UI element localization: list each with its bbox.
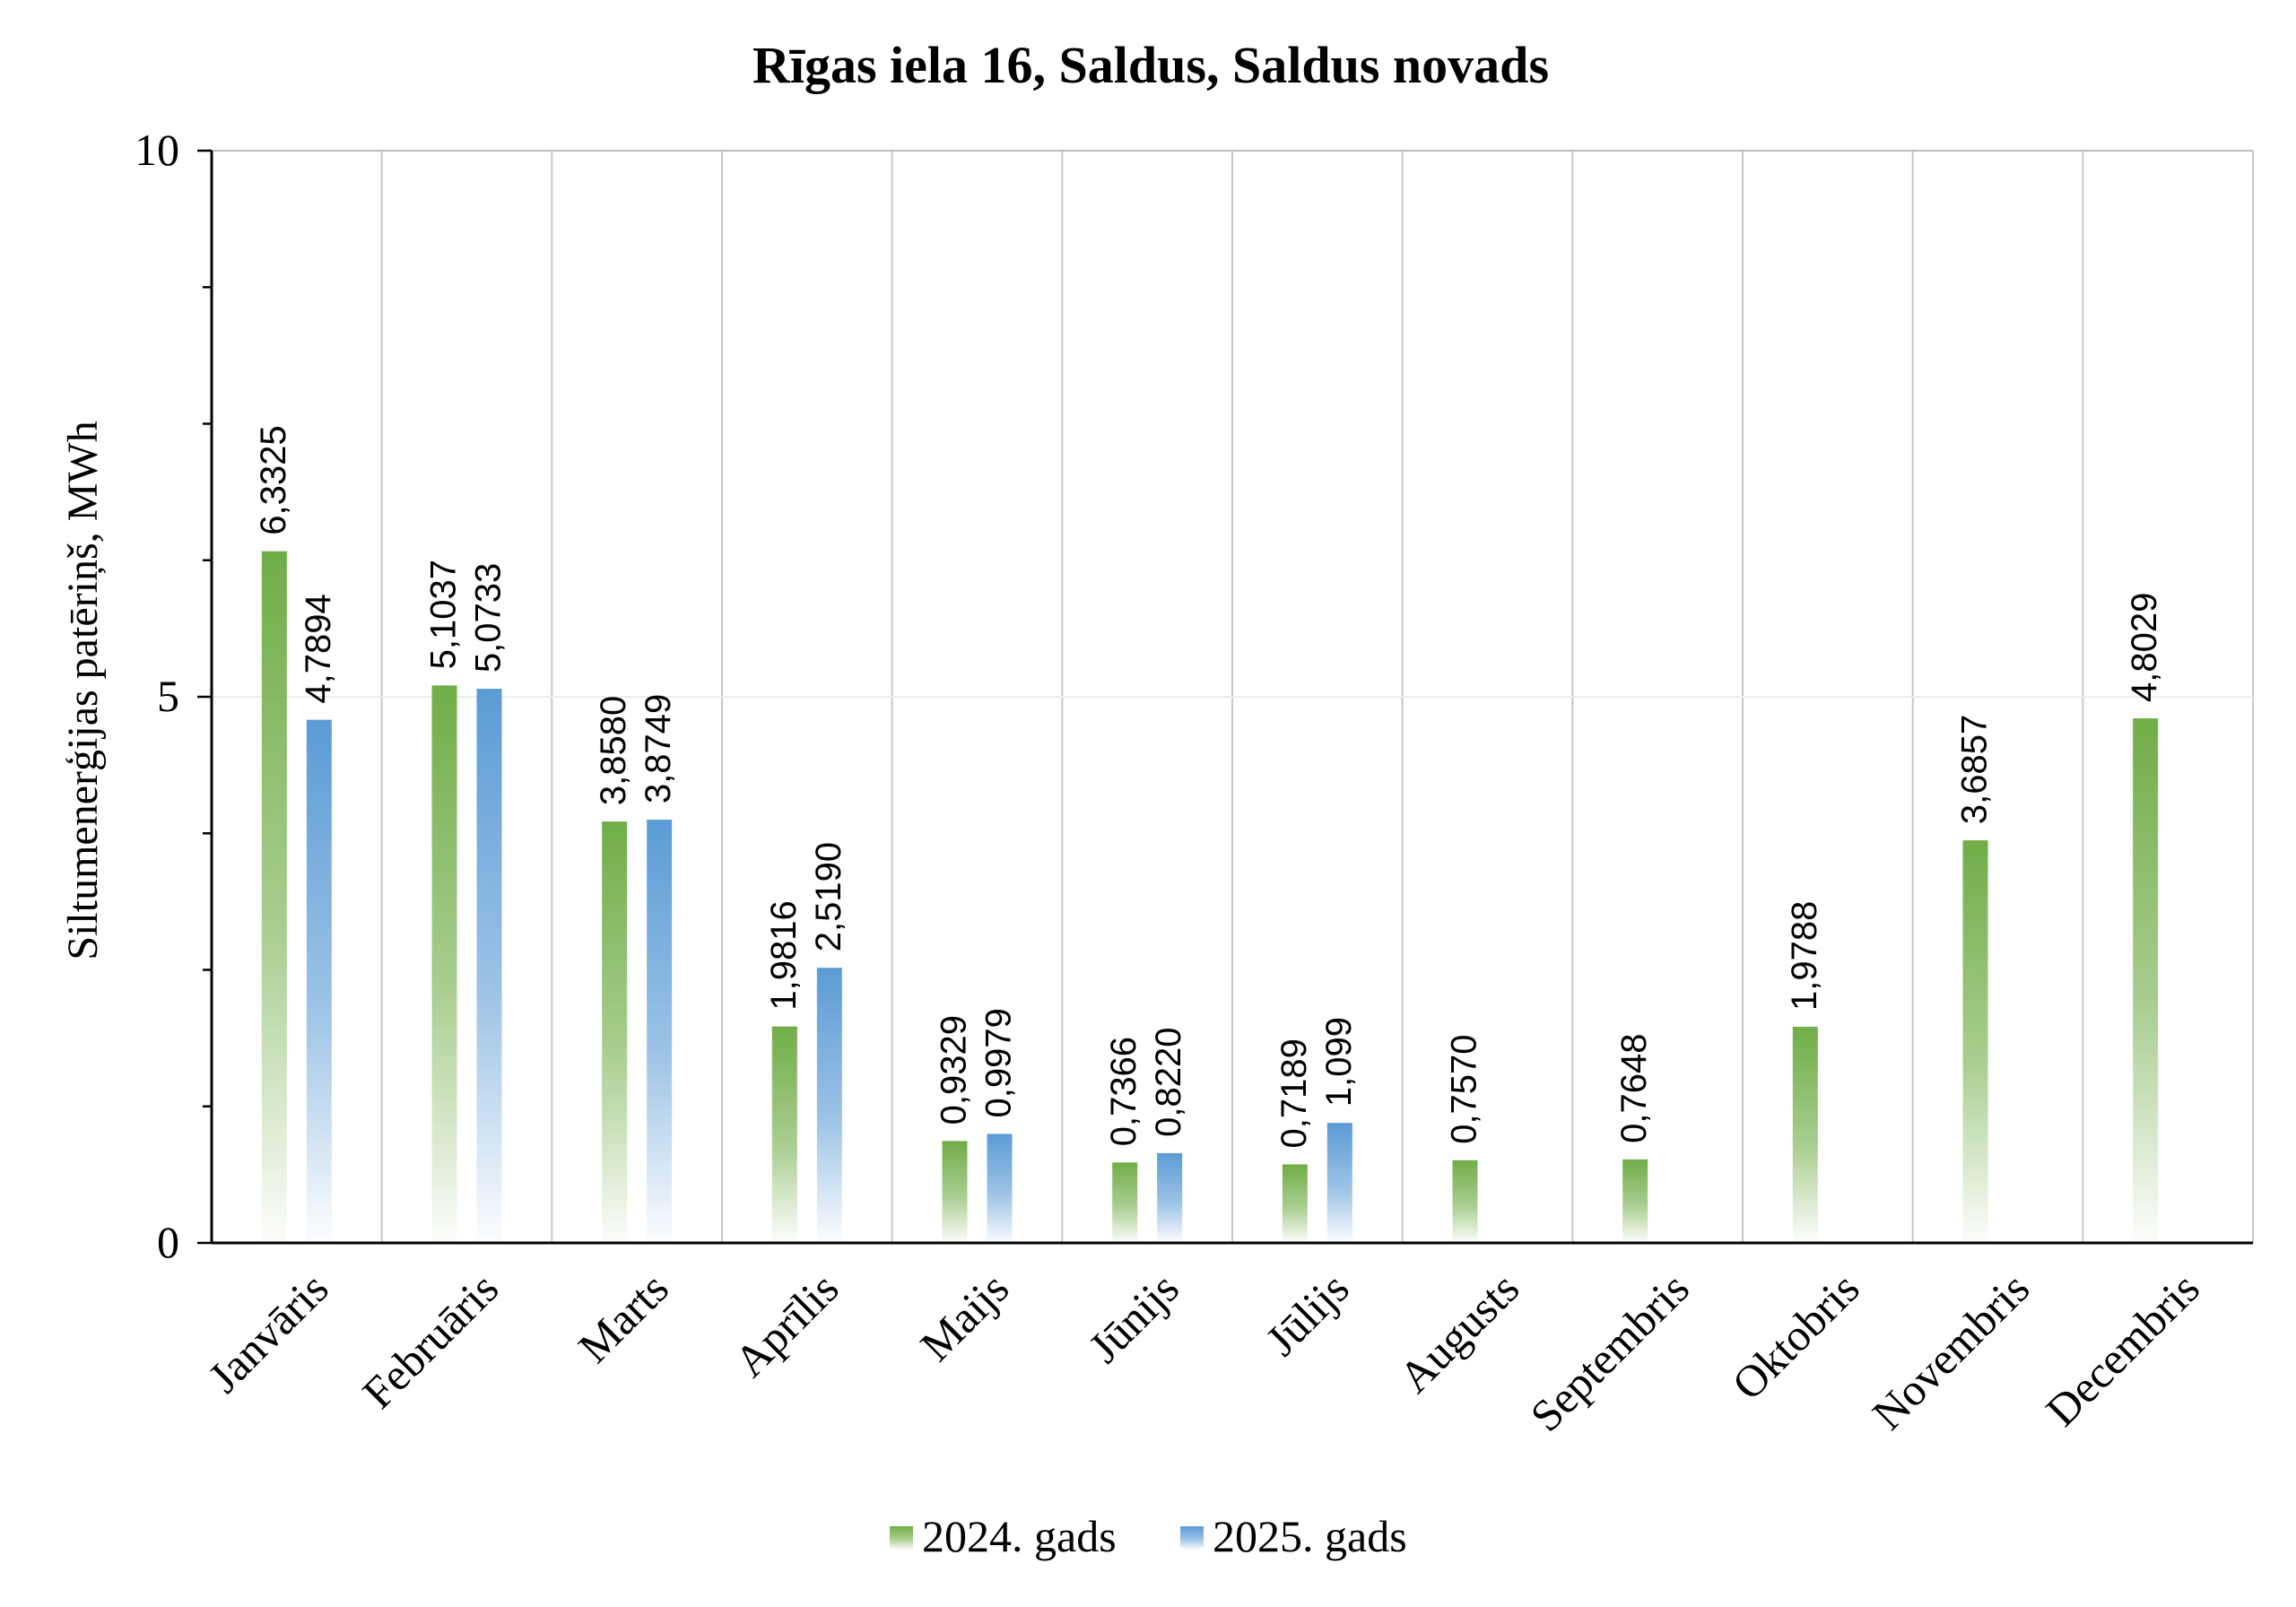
x-tick-label: Februāris <box>352 1263 508 1418</box>
bar <box>771 1026 797 1243</box>
bar <box>987 1134 1013 1243</box>
x-tick-label: Jūlijs <box>1256 1263 1358 1365</box>
x-tick-label: Novembris <box>1863 1263 2039 1439</box>
bar <box>942 1141 968 1243</box>
data-label: 5,0733 <box>469 563 509 673</box>
bar <box>1282 1164 1308 1243</box>
data-label: 1,099 <box>1319 1017 1359 1107</box>
bar <box>602 821 628 1243</box>
x-tick-label: Oktobris <box>1722 1263 1868 1409</box>
x-tick-label: Augusts <box>1389 1263 1529 1403</box>
data-label: 0,9329 <box>935 1015 974 1125</box>
data-label: 1,9816 <box>764 900 804 1010</box>
x-tick-label: Aprīlis <box>725 1263 848 1386</box>
data-label: 0,7189 <box>1274 1038 1314 1148</box>
x-tick-label: Decembris <box>2036 1263 2209 1436</box>
y-tick-label: 5 <box>157 671 179 721</box>
chart-title: Rīgas iela 16, Saldus, Saldus novads <box>752 36 1549 94</box>
data-label: 1,9788 <box>1785 901 1824 1011</box>
x-tick-label: Maijs <box>910 1263 1018 1370</box>
bar <box>476 689 502 1243</box>
bar <box>647 820 673 1243</box>
data-label: 2,5190 <box>809 842 848 951</box>
data-label: 4,7894 <box>299 594 338 703</box>
x-tick-label: Jūnijs <box>1079 1263 1188 1372</box>
x-tick-label: Janvāris <box>198 1263 337 1402</box>
bars <box>261 551 2159 1243</box>
gridlines <box>212 150 2254 1243</box>
x-tick-label: Marts <box>569 1263 678 1372</box>
bar <box>816 968 842 1243</box>
data-label: 0,7366 <box>1104 1037 1144 1146</box>
bar <box>1792 1026 1818 1243</box>
bar <box>306 719 332 1243</box>
y-tick-label: 10 <box>135 125 179 175</box>
legend-label: 2024. gads <box>922 1511 1117 1561</box>
data-label: 6,3325 <box>254 425 293 534</box>
bar <box>2133 718 2159 1243</box>
legend: 2024. gads 2025. gads <box>890 1511 1407 1561</box>
legend-swatch <box>890 1526 913 1550</box>
bar <box>1157 1152 1183 1243</box>
data-label: 0,7648 <box>1614 1034 1654 1143</box>
y-tick-label: 0 <box>157 1217 179 1267</box>
bar <box>431 685 457 1243</box>
bar <box>1962 840 1988 1243</box>
data-labels: 6,3325 4,7894 5,1037 5,0733 3,8580 3,8749 1,98… <box>254 425 2164 1148</box>
data-label: 0,9979 <box>979 1008 1019 1117</box>
legend-label: 2025. gads <box>1213 1511 1407 1561</box>
data-label: 0,7570 <box>1445 1034 1484 1143</box>
bar <box>1622 1159 1648 1243</box>
data-label: 3,8749 <box>639 694 678 804</box>
bar <box>1326 1123 1352 1243</box>
bar <box>1452 1160 1478 1243</box>
bar <box>1112 1162 1138 1243</box>
data-label: 3,6857 <box>1955 715 1995 824</box>
legend-swatch <box>1180 1526 1204 1550</box>
x-tick-label: Septembris <box>1520 1263 1699 1441</box>
data-label: 5,1037 <box>424 560 464 669</box>
bar <box>261 551 287 1243</box>
data-label: 4,8029 <box>2125 593 2164 702</box>
data-label: 0,8220 <box>1149 1028 1188 1137</box>
y-axis-label: Siltumenerģijas patēriņš, MWh <box>59 421 107 960</box>
data-label: 3,8580 <box>594 696 633 805</box>
